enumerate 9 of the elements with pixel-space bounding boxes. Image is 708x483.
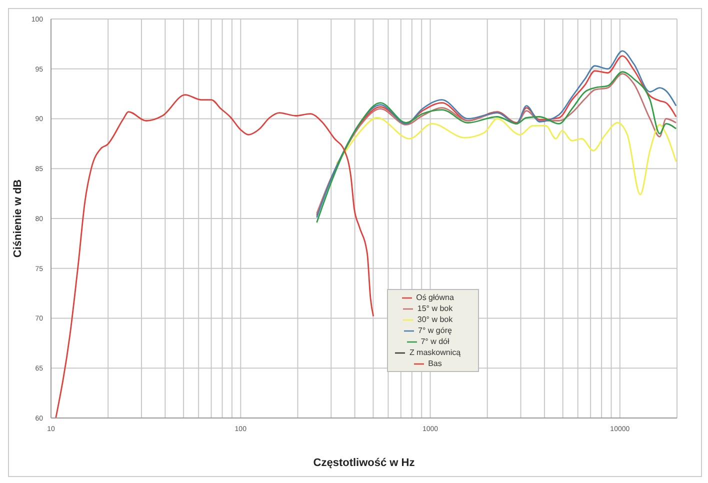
legend-label: 7° w dół	[420, 337, 450, 346]
legend-label: Bas	[428, 359, 442, 368]
legend-label: 30° w bok	[417, 315, 453, 324]
x-axis-title: Częstotliwość w Hz	[313, 457, 416, 469]
legend-label: 15° w bok	[417, 304, 453, 313]
y-axis-title: Ciśnienie w dB	[12, 179, 24, 258]
legend-label: 7° w górę	[418, 326, 452, 335]
legend-label: Oś główna	[416, 293, 454, 302]
legend-label: Z maskownicą	[409, 348, 461, 357]
